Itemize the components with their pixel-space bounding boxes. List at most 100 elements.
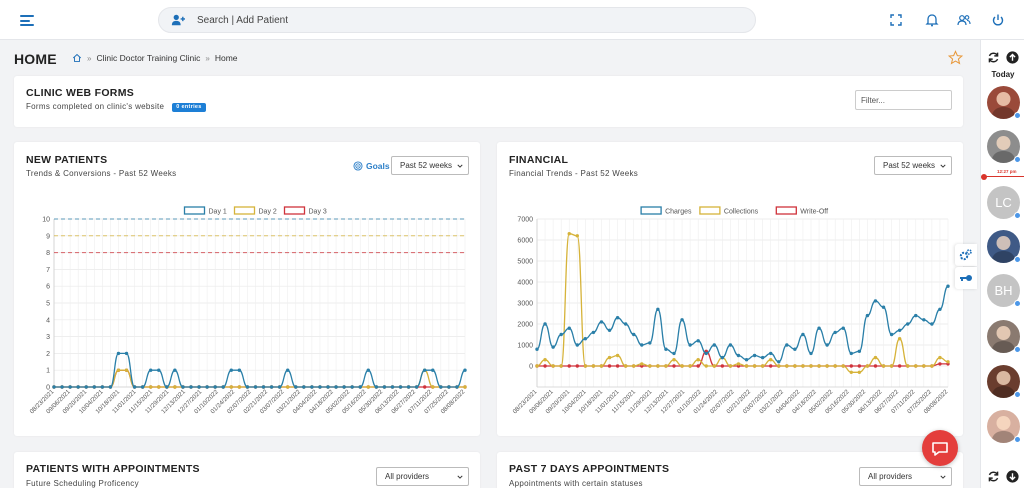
favorite-star-icon[interactable] bbox=[948, 50, 963, 65]
status-dot bbox=[1014, 256, 1021, 263]
y-tick-label: 6000 bbox=[517, 238, 533, 245]
arrow-up-icon[interactable] bbox=[1006, 51, 1019, 64]
data-point bbox=[237, 368, 242, 372]
y-tick-label: 6 bbox=[46, 284, 50, 291]
data-point bbox=[567, 232, 571, 236]
data-point bbox=[140, 385, 145, 389]
data-point bbox=[615, 353, 620, 358]
y-tick-label: 1000 bbox=[517, 343, 533, 350]
new-patients-range-select[interactable]: Past 52 weeks bbox=[391, 156, 469, 175]
legend-swatch bbox=[699, 206, 721, 215]
data-point bbox=[607, 328, 612, 332]
data-point bbox=[938, 307, 942, 311]
patient-avatar[interactable] bbox=[987, 320, 1020, 353]
appointments-provider-select[interactable]: All providers bbox=[376, 467, 469, 486]
data-point bbox=[583, 337, 588, 341]
data-point bbox=[897, 337, 902, 341]
legend-swatch bbox=[640, 206, 662, 215]
data-point bbox=[124, 351, 129, 356]
web-forms-filter-input[interactable] bbox=[855, 90, 952, 110]
add-patient-icon[interactable] bbox=[171, 13, 185, 27]
users-icon[interactable] bbox=[956, 12, 972, 28]
data-point bbox=[712, 364, 716, 368]
menu-icon[interactable] bbox=[20, 15, 34, 26]
data-point bbox=[688, 343, 692, 347]
financial-title: FINANCIAL bbox=[509, 154, 569, 166]
data-point bbox=[938, 355, 942, 360]
data-point bbox=[914, 313, 918, 318]
data-point bbox=[640, 362, 644, 366]
settings-tab[interactable] bbox=[955, 244, 977, 266]
current-time-dot bbox=[981, 174, 987, 180]
key-tab[interactable] bbox=[955, 267, 977, 289]
data-point bbox=[873, 355, 878, 360]
arrow-down-icon[interactable] bbox=[1006, 470, 1019, 483]
data-point bbox=[897, 364, 902, 368]
data-point bbox=[318, 385, 322, 389]
data-point bbox=[286, 385, 290, 389]
series-line bbox=[53, 369, 465, 388]
data-point bbox=[793, 347, 797, 351]
data-point bbox=[615, 364, 620, 368]
data-point bbox=[124, 368, 129, 372]
data-point bbox=[688, 364, 692, 368]
refresh-icon[interactable] bbox=[987, 51, 1000, 64]
data-point bbox=[84, 385, 88, 389]
patient-avatar[interactable] bbox=[987, 86, 1020, 119]
data-point bbox=[551, 364, 555, 368]
data-point bbox=[914, 364, 918, 368]
data-point bbox=[286, 368, 290, 372]
legend-swatch bbox=[183, 206, 206, 215]
data-point bbox=[873, 299, 878, 303]
data-point bbox=[423, 385, 427, 389]
data-point bbox=[181, 385, 185, 389]
data-point bbox=[930, 322, 934, 326]
fullscreen-icon[interactable] bbox=[888, 12, 904, 28]
data-point bbox=[672, 358, 676, 362]
breadcrumb-clinic-link[interactable]: Clinic Doctor Training Clinic bbox=[96, 53, 201, 63]
bell-icon[interactable] bbox=[924, 12, 940, 28]
data-point bbox=[809, 351, 813, 356]
data-point bbox=[463, 368, 467, 372]
data-point bbox=[648, 364, 652, 368]
data-point bbox=[326, 385, 330, 389]
data-point bbox=[575, 364, 579, 368]
data-point bbox=[366, 368, 370, 372]
search-input[interactable] bbox=[197, 12, 737, 29]
data-point bbox=[116, 368, 121, 372]
chat-bubble-icon bbox=[932, 442, 948, 456]
data-point bbox=[793, 364, 797, 368]
data-point bbox=[704, 364, 708, 368]
entries-badge: 0 entries bbox=[172, 102, 206, 112]
data-point bbox=[817, 326, 821, 330]
financial-range-value: Past 52 weeks bbox=[883, 161, 936, 170]
data-point bbox=[769, 364, 773, 368]
goals-button[interactable]: Goals bbox=[353, 161, 390, 171]
chat-button[interactable] bbox=[922, 430, 958, 466]
home-icon[interactable] bbox=[72, 53, 82, 63]
data-point bbox=[261, 385, 266, 389]
data-point bbox=[559, 332, 563, 337]
data-point bbox=[157, 385, 161, 389]
power-icon[interactable] bbox=[990, 12, 1006, 28]
data-point bbox=[245, 385, 250, 389]
search-bar[interactable] bbox=[158, 7, 756, 33]
past7-provider-select[interactable]: All providers bbox=[859, 467, 952, 486]
data-point bbox=[116, 351, 121, 356]
chevron-down-icon bbox=[940, 164, 946, 168]
data-point bbox=[656, 364, 660, 368]
refresh-icon[interactable] bbox=[987, 470, 1000, 483]
financial-range-select[interactable]: Past 52 weeks bbox=[874, 156, 952, 175]
data-point bbox=[197, 385, 201, 389]
financial-chart: 0100020003000400050006000700008/23/20210… bbox=[512, 206, 950, 415]
current-time-label: 12:27 pm bbox=[997, 169, 1017, 174]
data-point bbox=[857, 370, 862, 374]
new-patients-chart: 01234567891008/23/202109/06/202109/20/20… bbox=[29, 206, 467, 415]
data-point bbox=[205, 385, 209, 389]
appointments-title: PATIENTS WITH APPOINTMENTS bbox=[26, 463, 200, 475]
data-point bbox=[213, 385, 217, 389]
y-tick-label: 0 bbox=[529, 364, 533, 371]
data-point bbox=[889, 332, 894, 337]
data-point bbox=[769, 351, 773, 356]
data-point bbox=[752, 353, 757, 358]
